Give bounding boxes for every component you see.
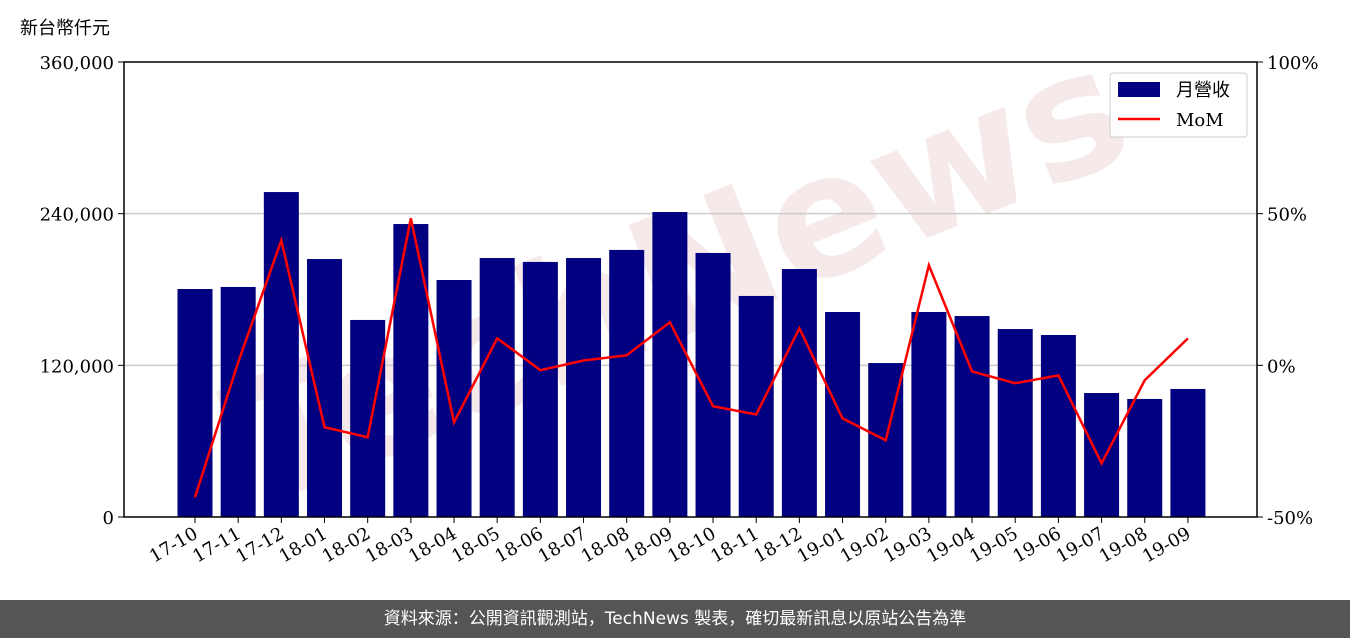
y-tick-label: 360,000 bbox=[40, 53, 114, 74]
y-tick-label: 120,000 bbox=[40, 356, 114, 377]
bar bbox=[522, 261, 558, 517]
x-tick-label: 19-02 bbox=[837, 523, 892, 567]
legend-swatch bbox=[1118, 82, 1160, 97]
y-unit-label: 新台幣仟元 bbox=[20, 18, 110, 39]
x-tick-label: 18-02 bbox=[319, 523, 374, 567]
bar bbox=[307, 259, 343, 517]
bar bbox=[609, 249, 645, 517]
x-tick-label: 19-05 bbox=[966, 523, 1021, 567]
y2-tick-label: -50% bbox=[1267, 508, 1313, 529]
y2-tick-label: 0% bbox=[1267, 356, 1296, 377]
bar bbox=[781, 269, 817, 517]
y2-tick-label: 50% bbox=[1267, 205, 1307, 226]
x-tick-label: 18-11 bbox=[707, 523, 762, 567]
x-tick-label: 19-01 bbox=[794, 523, 849, 567]
x-tick-label: 18-08 bbox=[578, 523, 633, 567]
bar bbox=[479, 258, 515, 517]
legend-label: 月營收 bbox=[1176, 80, 1230, 101]
x-tick-label: 18-10 bbox=[664, 523, 719, 567]
x-tick-label: 18-12 bbox=[750, 523, 805, 567]
x-tick-label: 19-06 bbox=[1009, 523, 1064, 567]
x-tick-label: 17-12 bbox=[232, 523, 287, 567]
x-tick-label: 18-09 bbox=[621, 523, 676, 567]
y2-tick-label: 100% bbox=[1267, 53, 1318, 74]
y-tick-label: 0 bbox=[103, 508, 114, 529]
x-tick-label: 18-03 bbox=[362, 523, 417, 567]
bar bbox=[1084, 393, 1120, 517]
mom-line bbox=[193, 217, 1189, 498]
x-tick-label: 17-10 bbox=[146, 523, 201, 567]
y-tick-label: 240,000 bbox=[40, 205, 114, 226]
source-footer: 資料來源：公開資訊觀測站，TechNews 製表，確切最新訊息以原站公告為準 bbox=[0, 600, 1350, 638]
bar bbox=[1127, 398, 1163, 517]
plot-frame bbox=[123, 61, 1258, 518]
x-tick-label: 19-03 bbox=[880, 523, 935, 567]
x-tick-label: 18-06 bbox=[491, 523, 546, 567]
bar bbox=[738, 295, 774, 517]
bar bbox=[911, 311, 947, 517]
bar bbox=[566, 258, 602, 517]
bar bbox=[177, 288, 213, 517]
bar bbox=[652, 212, 688, 517]
bar bbox=[1170, 388, 1206, 517]
bar bbox=[997, 329, 1033, 517]
bar bbox=[825, 311, 861, 517]
x-tick-label: 18-05 bbox=[448, 523, 503, 567]
x-tick-label: 19-07 bbox=[1053, 523, 1108, 567]
bar bbox=[1040, 335, 1076, 517]
bar bbox=[393, 224, 429, 517]
legend-label: MoM bbox=[1176, 110, 1224, 131]
x-tick-label: 17-11 bbox=[189, 523, 244, 567]
bar bbox=[954, 316, 990, 517]
x-tick-label: 19-09 bbox=[1139, 523, 1194, 567]
chart: 新台幣仟元 TechNews 0120,000240,000360,000-50… bbox=[20, 7, 1318, 567]
x-tick-label: 19-04 bbox=[923, 523, 978, 567]
x-tick-label: 18-07 bbox=[535, 523, 590, 567]
bar bbox=[263, 192, 299, 517]
bar bbox=[350, 319, 386, 517]
x-tick-label: 19-08 bbox=[1096, 523, 1151, 567]
x-tick-label: 18-04 bbox=[405, 523, 460, 567]
